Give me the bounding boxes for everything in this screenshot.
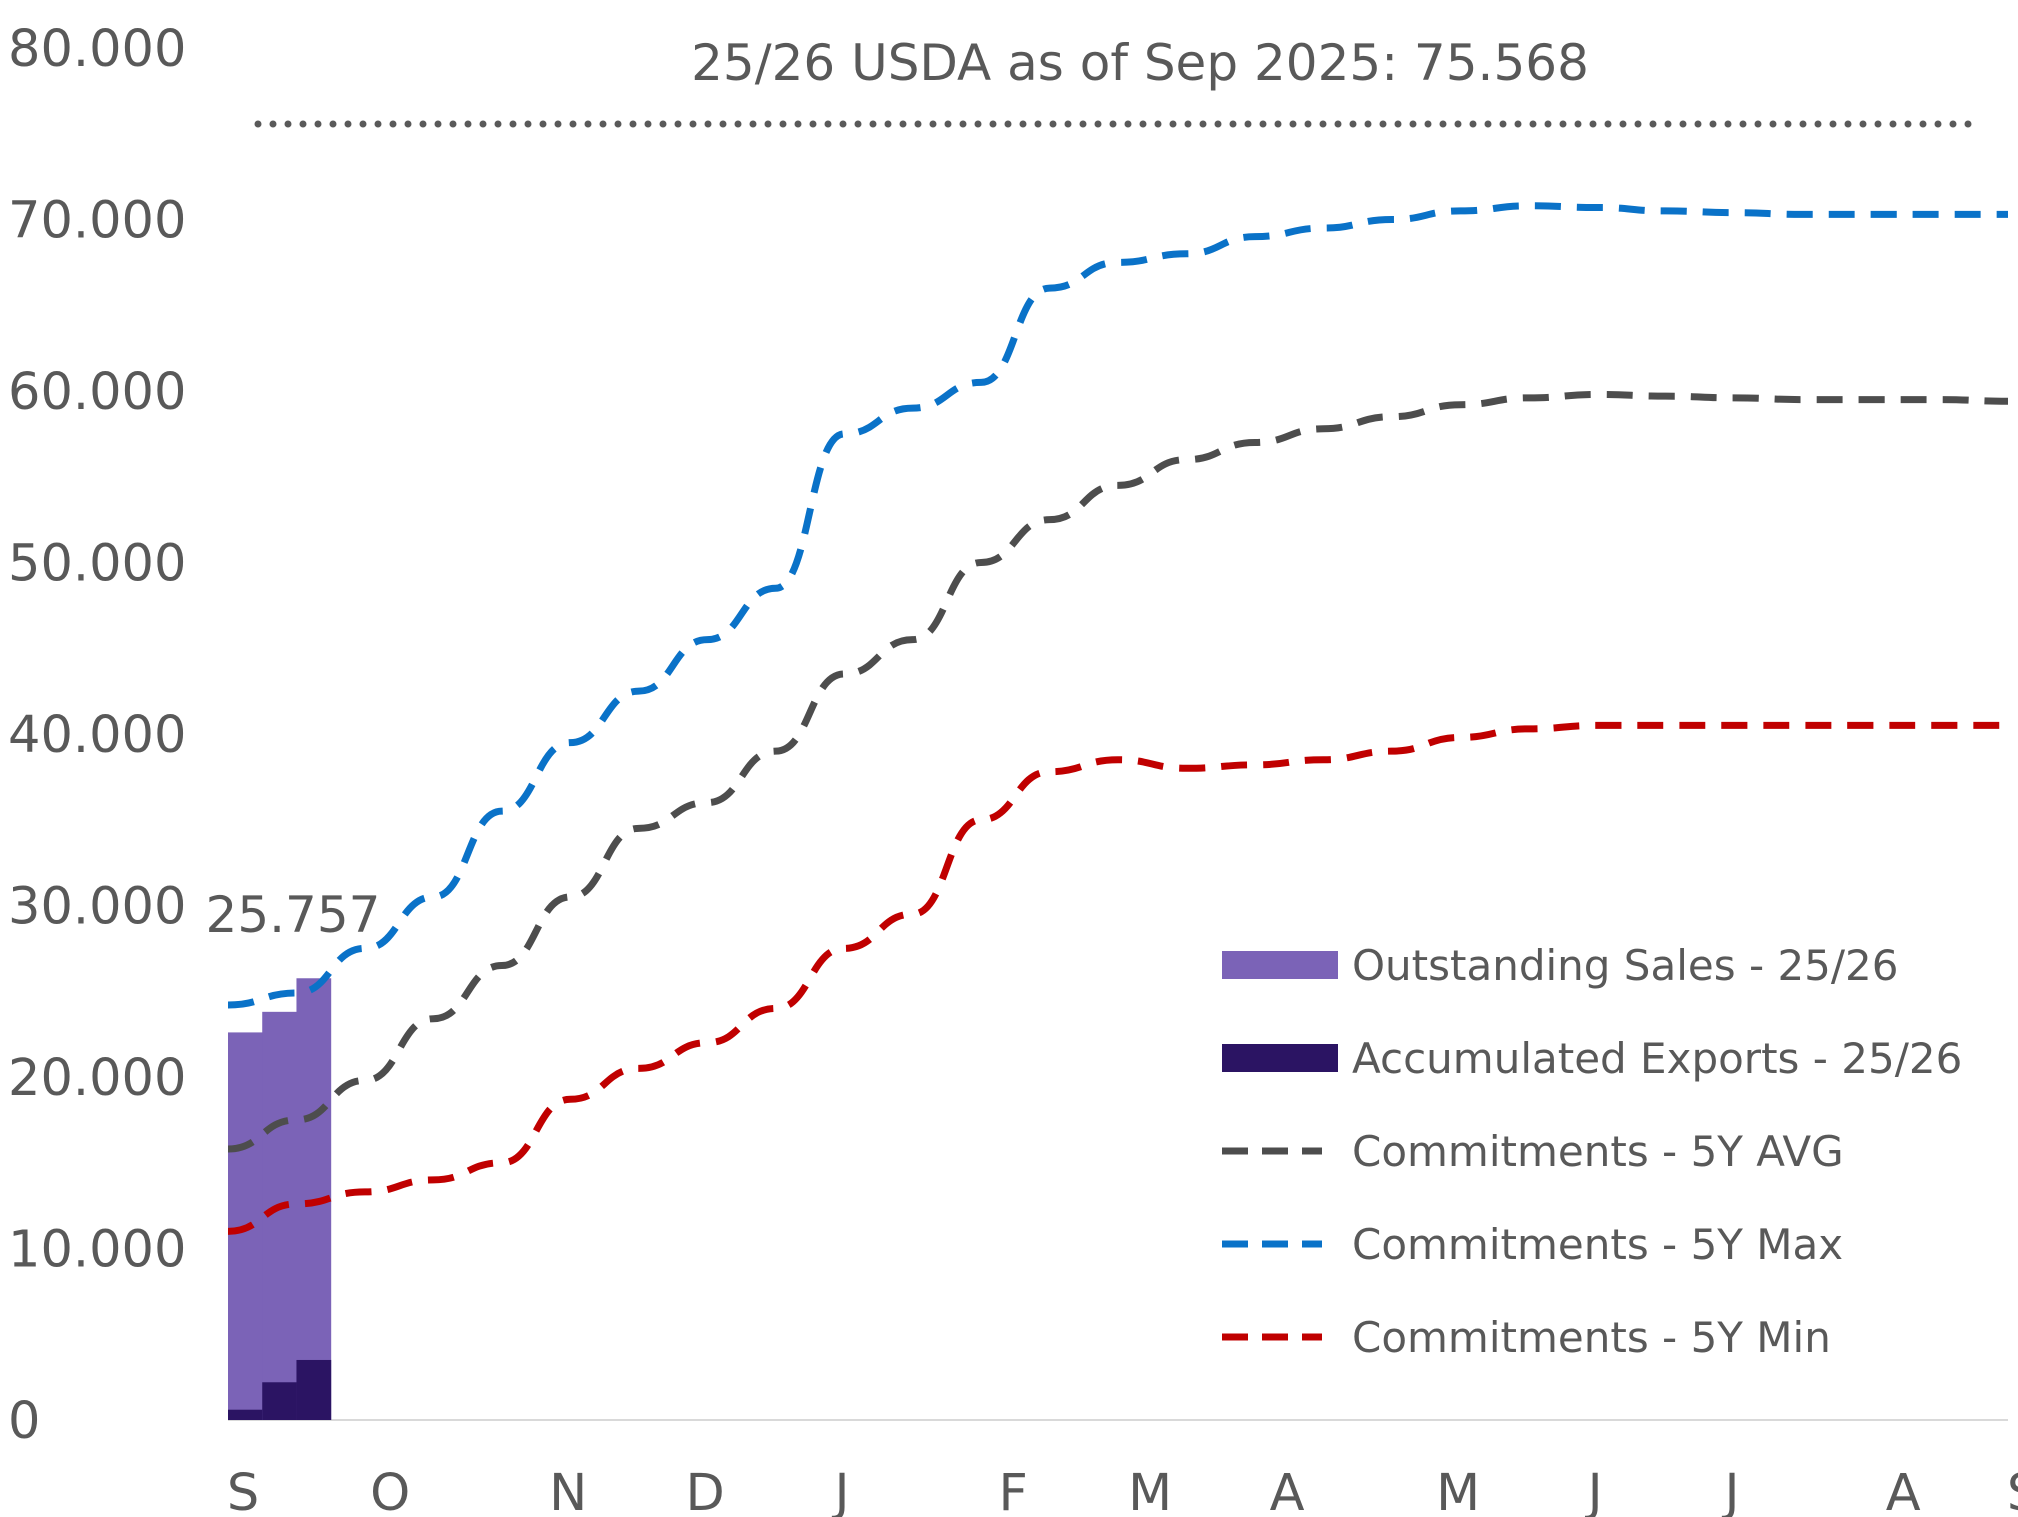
legend-label: Commitments - 5Y Min (1352, 1313, 1831, 1362)
x-axis-ticks: SONDJFMAMJJAS (227, 1464, 2018, 1517)
series-line-max (227, 202, 2008, 1009)
accumulated-exports-bar (228, 1409, 263, 1420)
x-tick-label: N (549, 1464, 587, 1517)
legend-label: Outstanding Sales - 25/26 (1352, 941, 1899, 990)
y-axis-ticks: 0 10.000 20.000 30.000 40.000 50.000 60.000 70.… (8, 20, 186, 1451)
legend-item: Outstanding Sales - 25/26 (1222, 941, 1899, 990)
x-tick-label: D (685, 1464, 724, 1517)
legend-item: Accumulated Exports - 25/26 (1222, 1034, 1962, 1083)
y-tick-label: 50.000 (8, 535, 186, 594)
reference-line-group: 25/26 USDA as of Sep 2025: 75.568 (254, 34, 1979, 128)
series-line-min (227, 721, 2008, 1235)
y-tick-label: 30.000 (8, 878, 186, 937)
y-tick-label: 60.000 (8, 363, 186, 422)
series-lines (227, 202, 2009, 1235)
legend-item: Commitments - 5Y Min (1222, 1313, 1831, 1362)
accumulated-exports-bar (262, 1382, 297, 1420)
x-tick-label: A (1886, 1464, 1921, 1517)
x-tick-label: M (1128, 1464, 1172, 1517)
legend-item: Commitments - 5Y AVG (1222, 1127, 1844, 1176)
y-tick-label: 20.000 (8, 1049, 186, 1108)
bar-value-label: 25.757 (206, 886, 381, 944)
x-tick-label: M (1436, 1464, 1480, 1517)
x-tick-label: J (1722, 1464, 1740, 1517)
x-tick-label: J (1585, 1464, 1603, 1517)
x-tick-label: A (1270, 1464, 1305, 1517)
series-line-avg (227, 390, 2009, 1153)
y-tick-label: 80.000 (8, 20, 186, 79)
x-tick-label: F (999, 1464, 1028, 1517)
legend-item: Commitments - 5Y Max (1222, 1220, 1843, 1269)
y-tick-label: 40.000 (8, 706, 186, 765)
x-tick-label: O (370, 1464, 410, 1517)
x-tick-label: S (2007, 1464, 2018, 1517)
legend-label: Commitments - 5Y Max (1352, 1220, 1843, 1269)
y-tick-label: 70.000 (8, 192, 186, 251)
x-tick-label: S (227, 1464, 259, 1517)
legend-label: Commitments - 5Y AVG (1352, 1127, 1844, 1176)
legend-swatch (1222, 1044, 1338, 1072)
usda-reference-label: 25/26 USDA as of Sep 2025: 75.568 (691, 34, 1589, 92)
legend: Outstanding Sales - 25/26 Accumulated Exp… (1222, 941, 1962, 1362)
y-tick-label: 10.000 (8, 1221, 186, 1280)
legend-label: Accumulated Exports - 25/26 (1352, 1034, 1962, 1083)
legend-swatch (1222, 951, 1338, 979)
y-tick-label: 0 (8, 1392, 40, 1451)
accumulated-exports-bar (296, 1359, 332, 1420)
x-tick-label: J (832, 1464, 850, 1517)
